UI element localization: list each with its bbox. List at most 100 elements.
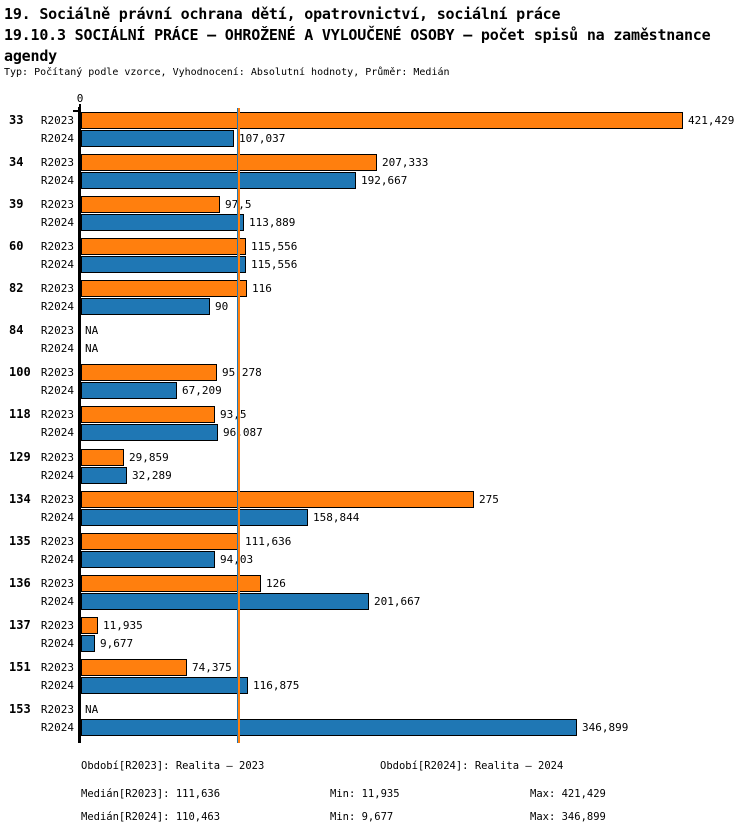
bar-r2023 — [81, 112, 683, 129]
bar-r2024 — [81, 509, 308, 526]
series-label-r2023: R2023 — [40, 493, 74, 506]
value-label: 90 — [215, 300, 229, 313]
bar-r2023 — [81, 575, 261, 592]
category-label: 136 — [9, 576, 31, 590]
bar-r2023 — [81, 491, 474, 508]
category-label: 82 — [9, 281, 24, 295]
value-label: 201,667 — [374, 595, 421, 608]
series-label-r2024: R2024 — [40, 174, 74, 187]
bar-r2024 — [81, 214, 244, 231]
bar-r2024 — [81, 551, 215, 568]
category-label: 135 — [9, 534, 31, 548]
value-label-na: NA — [85, 703, 99, 716]
report-title-line1: 19. Sociálně právní ochrana dětí, opatro… — [4, 5, 561, 23]
series-label-r2023: R2023 — [40, 661, 74, 674]
report-subtitle: Typ: Počítaný podle vzorce, Vyhodnocení:… — [4, 67, 450, 78]
series-label-r2024: R2024 — [40, 426, 74, 439]
stat-max-r2024: Max: 346,899 — [530, 811, 606, 823]
value-label: 95,278 — [222, 366, 262, 379]
value-label: 115,556 — [251, 240, 298, 253]
axis-left-tick-mark — [73, 110, 80, 112]
category-label: 137 — [9, 618, 31, 632]
series-label-r2024: R2024 — [40, 300, 74, 313]
bar-r2023 — [81, 659, 187, 676]
value-label-na: NA — [85, 342, 99, 355]
series-label-r2023: R2023 — [40, 577, 74, 590]
series-label-r2023: R2023 — [40, 156, 74, 169]
category-label: 39 — [9, 197, 24, 211]
value-label: 111,636 — [245, 535, 292, 548]
bar-r2024 — [81, 677, 248, 694]
value-label: 275 — [479, 493, 499, 506]
value-label: 192,667 — [361, 174, 408, 187]
legend-period-r2024: Období[R2024]: Realita – 2024 — [380, 760, 564, 772]
series-label-r2024: R2024 — [40, 595, 74, 608]
series-label-r2023: R2023 — [40, 619, 74, 632]
value-label: 96,087 — [223, 426, 263, 439]
series-label-r2023: R2023 — [40, 324, 74, 337]
bar-r2024 — [81, 467, 127, 484]
series-label-r2024: R2024 — [40, 511, 74, 524]
value-label: 9,677 — [100, 637, 134, 650]
series-label-r2023: R2023 — [40, 240, 74, 253]
stat-median-r2023: Medián[R2023]: 111,636 — [81, 788, 221, 800]
category-label: 151 — [9, 660, 31, 674]
category-label: 34 — [9, 155, 24, 169]
bar-r2023 — [81, 364, 217, 381]
value-label: 115,556 — [251, 258, 298, 271]
bar-r2023 — [81, 406, 215, 423]
bar-r2024 — [81, 635, 95, 652]
bar-r2024 — [81, 130, 234, 147]
series-label-r2024: R2024 — [40, 679, 74, 692]
series-label-r2023: R2023 — [40, 198, 74, 211]
series-label-r2023: R2023 — [40, 114, 74, 127]
value-label: 94,03 — [220, 551, 253, 568]
category-label: 60 — [9, 239, 24, 253]
series-label-r2024: R2024 — [40, 469, 74, 482]
category-label: 100 — [9, 365, 31, 379]
series-label-r2023: R2023 — [40, 408, 74, 421]
series-label-r2023: R2023 — [40, 282, 74, 295]
report-title-line3: agendy — [4, 47, 57, 65]
bar-r2023 — [81, 196, 220, 213]
bar-r2023 — [81, 533, 240, 550]
category-label: 129 — [9, 450, 31, 464]
stat-min-r2024: Min: 9,677 — [330, 811, 394, 823]
value-label: 74,375 — [192, 661, 232, 674]
value-label: 113,889 — [249, 216, 296, 229]
y-axis-line — [78, 107, 81, 743]
bar-r2023 — [81, 617, 98, 634]
series-label-r2024: R2024 — [40, 637, 74, 650]
series-label-r2024: R2024 — [40, 721, 74, 734]
category-label: 33 — [9, 113, 24, 127]
series-label-r2023: R2023 — [40, 451, 74, 464]
bar-r2024 — [81, 424, 218, 441]
value-label: 126 — [266, 577, 286, 590]
value-label: 207,333 — [382, 156, 429, 169]
bar-r2024 — [81, 382, 177, 399]
bar-r2024 — [81, 719, 577, 736]
series-label-r2024: R2024 — [40, 553, 74, 566]
series-label-r2024: R2024 — [40, 342, 74, 355]
bar-r2024 — [81, 298, 210, 315]
value-label: 93,5 — [220, 408, 247, 421]
value-label: 11,935 — [103, 619, 143, 632]
stat-min-r2023: Min: 11,935 — [330, 788, 400, 800]
series-label-r2024: R2024 — [40, 132, 74, 145]
stat-max-r2023: Max: 421,429 — [530, 788, 606, 800]
series-label-r2024: R2024 — [40, 384, 74, 397]
value-label: 116 — [252, 282, 272, 295]
series-label-r2024: R2024 — [40, 258, 74, 271]
axis-zero-tick-label: 0 — [76, 92, 84, 105]
category-label: 118 — [9, 407, 31, 421]
series-label-r2023: R2023 — [40, 366, 74, 379]
median-line-r2023 — [238, 108, 240, 743]
legend-period-r2023: Období[R2023]: Realita – 2023 — [81, 760, 265, 772]
value-label: 32,289 — [132, 469, 172, 482]
bar-r2023 — [81, 154, 377, 171]
value-label-na: NA — [85, 324, 99, 337]
category-label: 153 — [9, 702, 31, 716]
stat-median-r2024: Medián[R2024]: 110,463 — [81, 811, 221, 823]
